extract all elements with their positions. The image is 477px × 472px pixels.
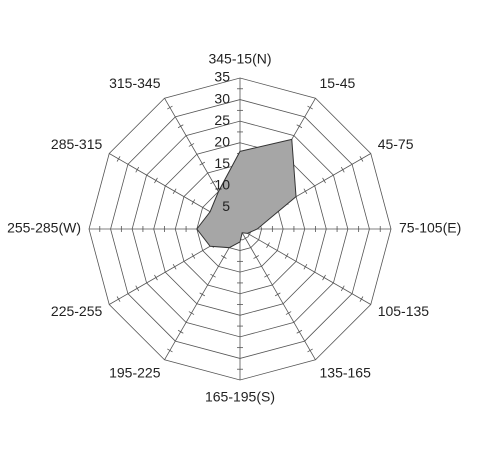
r-tick-label: 20 — [214, 133, 230, 149]
minor-tick — [116, 296, 121, 302]
minor-tick — [359, 156, 364, 162]
minor-tick — [242, 236, 249, 241]
minor-tick — [307, 105, 313, 110]
r-tick-label: 10 — [214, 177, 230, 193]
r-tick-label: 25 — [214, 112, 230, 128]
minor-tick — [284, 253, 289, 259]
minor-tick — [191, 253, 196, 259]
minor-tick — [135, 166, 140, 173]
minor-tick — [322, 274, 326, 281]
minor-tick — [116, 156, 121, 162]
category-label: 45-75 — [378, 136, 414, 152]
category-label: 225-255 — [51, 303, 103, 319]
r-tick-label: 35 — [214, 69, 230, 85]
minor-tick — [199, 161, 206, 166]
minor-tick — [135, 285, 140, 292]
data-area — [196, 138, 297, 249]
minor-tick — [191, 199, 196, 205]
minor-tick — [359, 296, 364, 302]
category-label: 105-135 — [378, 303, 430, 319]
minor-tick — [340, 166, 345, 173]
minor-tick — [154, 177, 158, 184]
minor-tick — [188, 311, 195, 315]
minor-tick — [296, 329, 303, 334]
minor-tick — [221, 255, 227, 259]
minor-tick — [154, 274, 158, 281]
minor-tick — [247, 231, 252, 238]
minor-tick — [188, 143, 195, 147]
category-label: 135-165 — [320, 364, 372, 380]
minor-tick — [296, 124, 303, 129]
r-tick-label: 15 — [214, 155, 230, 171]
minor-tick — [172, 263, 177, 270]
category-label: 345-15(N) — [208, 51, 271, 67]
minor-tick — [264, 273, 270, 278]
category-label: 315-345 — [109, 75, 161, 91]
category-label: 255-285(W) — [7, 220, 81, 236]
minor-tick — [177, 329, 184, 334]
category-label: 195-225 — [109, 364, 161, 380]
minor-tick — [167, 348, 173, 353]
minor-tick — [167, 105, 173, 110]
minor-tick — [274, 292, 281, 297]
category-label: 165-195(S) — [205, 389, 275, 405]
minor-tick — [210, 273, 216, 278]
category-label: 285-315 — [51, 136, 103, 152]
minor-tick — [322, 177, 326, 184]
minor-tick — [303, 263, 308, 270]
minor-tick — [172, 188, 177, 195]
category-label: 75-105(E) — [399, 220, 461, 236]
r-tick-label: 5 — [222, 198, 230, 214]
minor-tick — [253, 255, 259, 259]
r-tick-label: 30 — [214, 90, 230, 106]
minor-tick — [266, 242, 270, 248]
minor-tick — [285, 311, 292, 315]
minor-tick — [340, 285, 345, 292]
minor-tick — [199, 292, 206, 297]
minor-tick — [210, 180, 216, 185]
minor-tick — [303, 188, 308, 195]
category-label: 15-45 — [320, 75, 356, 91]
minor-tick — [307, 348, 313, 353]
minor-tick — [177, 124, 184, 129]
